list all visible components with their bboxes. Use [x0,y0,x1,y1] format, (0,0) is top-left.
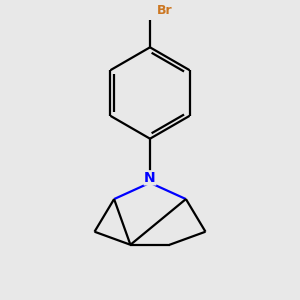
Text: N: N [144,171,156,185]
Text: Br: Br [157,4,172,17]
